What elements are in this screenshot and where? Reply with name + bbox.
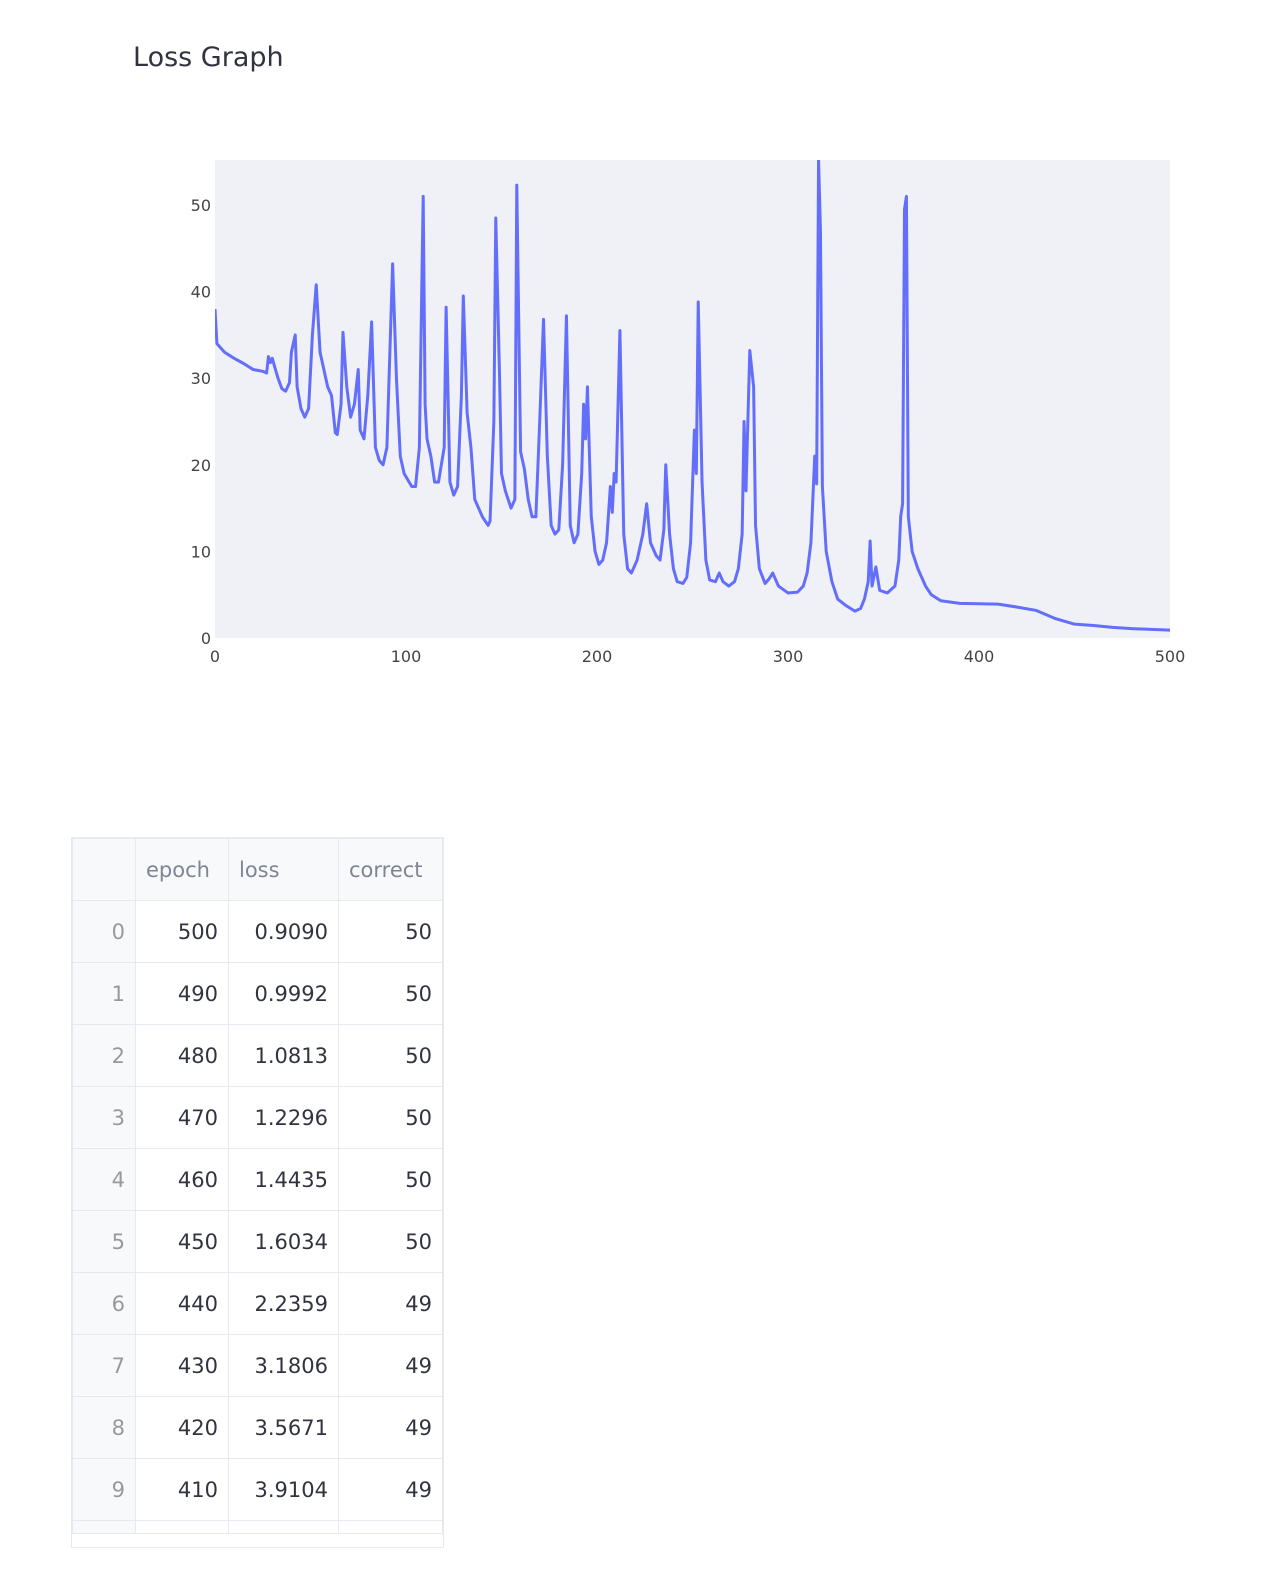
row-index: 6 — [72, 1272, 136, 1335]
y-tick-label: 30 — [191, 369, 211, 388]
table-row: 8 420 3.5671 49 — [72, 1396, 443, 1459]
table-cell: 50 — [338, 1148, 443, 1211]
column-header — [72, 838, 136, 901]
data-table: epoch loss correct 0 500 0.9090 50 1 490 0.9992 50… — [71, 837, 444, 1548]
header-row: epoch loss correct — [72, 838, 443, 901]
row-index: 1 — [72, 962, 136, 1025]
row-index: 7 — [72, 1334, 136, 1397]
x-tick-label: 500 — [1155, 647, 1186, 666]
table-cell: 50 — [338, 962, 443, 1025]
table-row: 9 410 3.9104 49 — [72, 1458, 443, 1521]
table-cell — [338, 1520, 443, 1534]
table-cell: 1.4435 — [228, 1148, 339, 1211]
column-header: correct — [338, 838, 443, 901]
table-cell: 480 — [135, 1024, 229, 1087]
table-row: 0 500 0.9090 50 — [72, 900, 443, 963]
table-cell: 49 — [338, 1458, 443, 1521]
table-cell: 50 — [338, 1210, 443, 1273]
table-cell: 49 — [338, 1334, 443, 1397]
table-row: 3 470 1.2296 50 — [72, 1086, 443, 1149]
y-tick-label: 40 — [191, 283, 211, 302]
table-cell: 1.0813 — [228, 1024, 339, 1087]
row-index: 0 — [72, 900, 136, 963]
table-cell: 3.5671 — [228, 1396, 339, 1459]
table-cell: 1.2296 — [228, 1086, 339, 1149]
x-tick-label: 0 — [210, 647, 220, 666]
table-row-partial — [72, 1520, 443, 1534]
table-row: 7 430 3.1806 49 — [72, 1334, 443, 1397]
table-cell: 0.9992 — [228, 962, 339, 1025]
table-cell: 420 — [135, 1396, 229, 1459]
row-index: 8 — [72, 1396, 136, 1459]
loss-line — [215, 160, 1170, 632]
table-cell: 50 — [338, 1024, 443, 1087]
table-cell: 0.9090 — [228, 900, 339, 963]
row-index: 5 — [72, 1210, 136, 1273]
table-cell — [135, 1520, 229, 1534]
table-cell: 2.2359 — [228, 1272, 339, 1335]
x-tick-label: 300 — [773, 647, 804, 666]
x-tick-label: 400 — [964, 647, 995, 666]
table-cell: 3.9104 — [228, 1458, 339, 1521]
column-header: loss — [228, 838, 339, 901]
table-cell: 3.1806 — [228, 1334, 339, 1397]
table-cell: 500 — [135, 900, 229, 963]
table-cell: 460 — [135, 1148, 229, 1211]
table-row: 6 440 2.2359 49 — [72, 1272, 443, 1335]
row-index: 9 — [72, 1458, 136, 1521]
table-row: 1 490 0.9992 50 — [72, 962, 443, 1025]
row-index: 3 — [72, 1086, 136, 1149]
table-cell: 440 — [135, 1272, 229, 1335]
row-index: 2 — [72, 1024, 136, 1087]
table-cell: 49 — [338, 1396, 443, 1459]
y-tick-label: 10 — [191, 542, 211, 561]
table-cell: 470 — [135, 1086, 229, 1149]
row-index: 4 — [72, 1148, 136, 1211]
table-cell: 430 — [135, 1334, 229, 1397]
table-cell — [228, 1520, 339, 1534]
column-header: epoch — [135, 838, 229, 901]
table-cell: 50 — [338, 900, 443, 963]
table: epoch loss correct 0 500 0.9090 50 1 490 0.9992 50… — [72, 838, 443, 1534]
table-row: 5 450 1.6034 50 — [72, 1210, 443, 1273]
y-tick-label: 0 — [201, 629, 211, 648]
table-cell — [72, 1520, 136, 1534]
x-tick-label: 100 — [391, 647, 422, 666]
table-cell: 49 — [338, 1272, 443, 1335]
y-tick-label: 20 — [191, 456, 211, 475]
table-cell: 410 — [135, 1458, 229, 1521]
table-cell: 490 — [135, 962, 229, 1025]
table-row: 4 460 1.4435 50 — [72, 1148, 443, 1211]
table-cell: 450 — [135, 1210, 229, 1273]
page-title: Loss Graph — [133, 42, 284, 73]
y-tick-label: 50 — [191, 196, 211, 215]
x-tick-label: 200 — [582, 647, 613, 666]
table-cell: 50 — [338, 1086, 443, 1149]
table-row: 2 480 1.0813 50 — [72, 1024, 443, 1087]
table-cell: 1.6034 — [228, 1210, 339, 1273]
